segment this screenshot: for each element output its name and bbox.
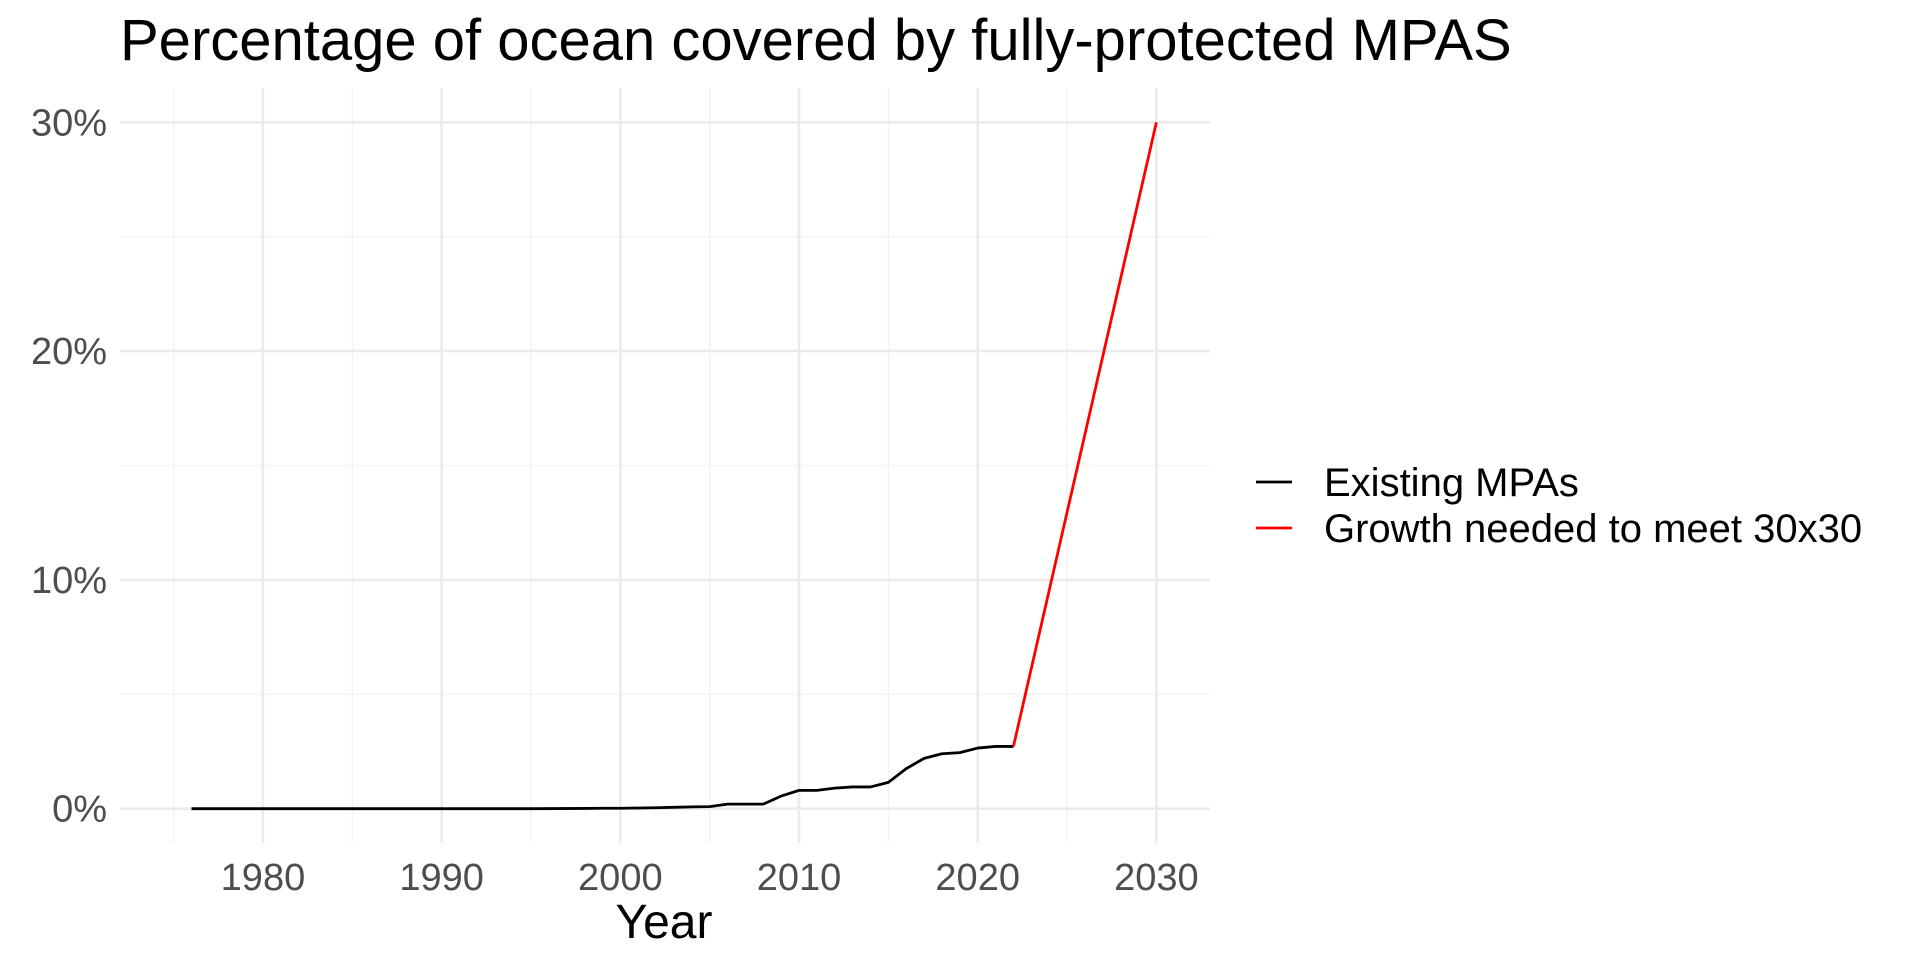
chart-title: Percentage of ocean covered by fully-pro… [120, 8, 1512, 73]
series-lines [191, 122, 1158, 811]
x-tick-label: 1990 [399, 857, 484, 899]
plot-panel [120, 88, 1210, 843]
grid-minor-lines [120, 88, 1210, 843]
series-line [191, 745, 1014, 811]
y-tick-label: 10% [31, 560, 107, 602]
x-tick-label: 2020 [935, 857, 1020, 899]
x-tick-label: 2000 [578, 857, 663, 899]
legend-item: Growth needed to meet 30x30 [1256, 507, 1862, 551]
grid-major-lines [120, 88, 1210, 843]
series-line [1012, 122, 1158, 747]
y-tick-label: 20% [31, 331, 107, 373]
x-tick-label: 1980 [221, 857, 306, 899]
x-tick-label: 2030 [1114, 857, 1199, 899]
legend-label: Growth needed to meet 30x30 [1324, 507, 1862, 551]
y-tick-label: 30% [31, 102, 107, 144]
y-tick-label: 0% [52, 789, 107, 831]
x-tick-label: 2010 [757, 857, 842, 899]
legend-label: Existing MPAs [1324, 461, 1579, 505]
y-axis-tick-labels: 0% 10% 20% 30% [31, 102, 107, 830]
legend-item: Existing MPAs [1256, 461, 1579, 505]
x-axis-tick-labels: 1980 1990 2000 2010 2020 2030 [221, 857, 1199, 899]
x-axis-title: Year [616, 896, 713, 949]
